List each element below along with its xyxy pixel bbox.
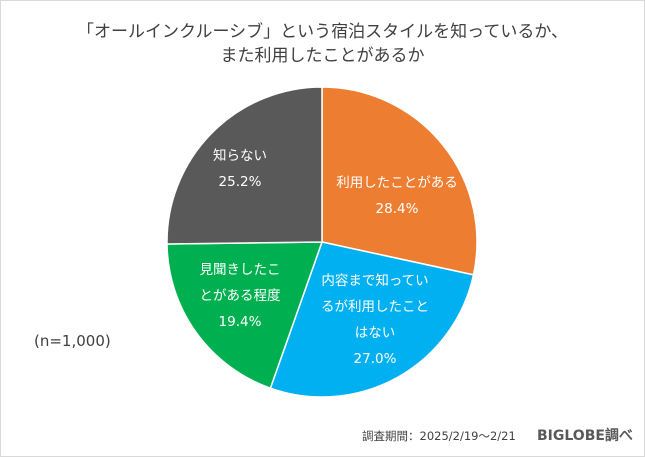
pie-slice-1 <box>269 241 475 398</box>
sample-size-note: (n=1,000) <box>34 332 111 350</box>
value-label: 19.4% <box>218 314 262 330</box>
chart-title-line-1: 「オールインクルーシブ」という宿泊スタイルを知っているか、 <box>77 22 568 42</box>
slice-label-know-not-used: 内容まで知ってい るが利用したこと はない 27.0% <box>305 268 445 372</box>
slice-label-unknown: 知らない 25.2% <box>190 143 290 195</box>
label-line: 内容まで知ってい <box>321 273 429 289</box>
slice-label-used: 利用したことがある 28.4% <box>322 170 472 222</box>
survey-period: 調査期間：2025/2/19～2/21 <box>362 429 516 443</box>
label-line: はない <box>354 325 396 341</box>
label-line: るが利用したこと <box>321 299 429 315</box>
source-brand: BIGLOBE調べ <box>537 428 633 444</box>
value-label: 28.4% <box>375 201 419 217</box>
label-line: 利用したことがある <box>336 175 458 191</box>
pie-slice-2 <box>166 241 324 390</box>
chart-title-line-2: また利用したことがあるか <box>220 46 425 66</box>
label-line: 知らない <box>213 148 267 164</box>
value-label: 25.2% <box>218 174 262 190</box>
slice-label-heard: 見聞きしたこ とがある程度 19.4% <box>180 257 300 335</box>
label-line: 見聞きしたこ <box>199 262 281 278</box>
pie-slice-3 <box>166 86 323 245</box>
label-line: とがある程度 <box>199 288 281 304</box>
value-label: 27.0% <box>353 351 397 367</box>
pie-slice-0 <box>321 86 478 276</box>
